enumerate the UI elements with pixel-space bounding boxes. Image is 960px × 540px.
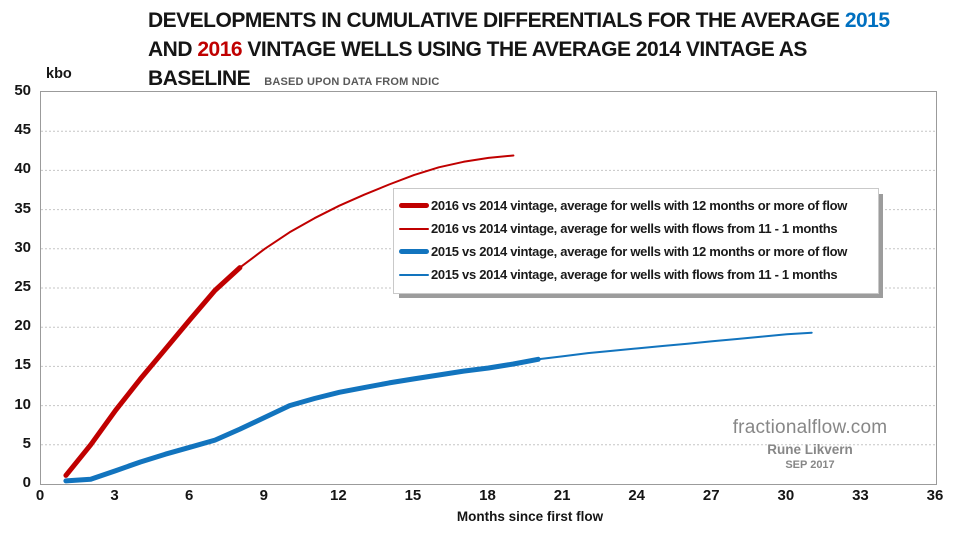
y-tick-label: 5: [22, 434, 31, 452]
x-tick-label: 12: [329, 487, 347, 504]
legend-box: 2016 vs 2014 vintage, average for wells …: [393, 188, 879, 294]
legend-item-2015-thin: 2015 vs 2014 vintage, average for wells …: [394, 263, 878, 286]
x-axis-title: Months since first flow: [456, 509, 604, 524]
line-chart: [41, 130, 936, 484]
legend-item-2016-thin: 2016 vs 2014 vintage, average for wells …: [394, 217, 878, 240]
legend-item-2015-thick: 2015 vs 2014 vintage, average for wells …: [394, 240, 878, 263]
x-tick-label: 15: [404, 487, 422, 504]
x-tick-label: 6: [184, 487, 194, 504]
watermark-author: Rune Likvern: [767, 442, 853, 457]
y-axis: 0 5 10 15 20 25 30 35 40 45 50: [0, 0, 31, 540]
series-line-3: [537, 331, 813, 361]
y-tick-label: 40: [14, 160, 31, 178]
y-tick-label: 25: [14, 278, 31, 295]
y-tick-label: 0: [22, 474, 31, 491]
legend-item-2016-thick: 2016 vs 2014 vintage, average for wells …: [394, 194, 878, 217]
title-line-3: BASELINE BASED UPON DATA FROM NDIC: [148, 67, 440, 90]
x-tick-label: 18: [479, 487, 496, 504]
watermark-date: SEP 2017: [785, 459, 835, 471]
y-axis-unit-label: kbo: [46, 66, 72, 82]
series-line-2: [63, 356, 541, 484]
x-tick-label: 0: [35, 487, 45, 504]
title-line-1: DEVELOPMENTS IN CUMULATIVE DIFFERENTIALS…: [148, 9, 890, 32]
y-tick-label: 10: [14, 395, 31, 413]
x-tick-label: 3: [110, 487, 119, 504]
legend-line-blue-thin: [399, 273, 429, 276]
legend-line-blue-thick: [399, 249, 429, 254]
legend-label: 2015 vs 2014 vintage, average for wells …: [431, 267, 838, 282]
y-tick-label: 50: [14, 82, 31, 99]
y-tick-label: 30: [14, 238, 31, 256]
x-tick-label: 21: [553, 487, 571, 504]
chart-subtitle: BASED UPON DATA FROM NDIC: [264, 76, 440, 88]
x-tick-label: 36: [926, 487, 944, 504]
x-tick-label: 33: [852, 487, 869, 504]
y-tick-label: 45: [14, 121, 31, 139]
title-year-2015: 2015: [844, 9, 890, 32]
y-tick-label: 15: [14, 356, 31, 374]
legend-label: 2016 vs 2014 vintage, average for wells …: [431, 198, 848, 213]
x-axis: 0 3 6 9 12 15 18 21 24 27 30 33 36: [0, 488, 960, 508]
x-tick-label: 27: [702, 487, 720, 504]
watermark: fractionalflow.com Rune Likvern SEP 2017: [695, 417, 925, 471]
x-tick-label: 24: [628, 487, 645, 504]
title-line-2: AND 2016 VINTAGE WELLS USING THE AVERAGE…: [148, 38, 807, 61]
legend-line-red-thin: [399, 227, 429, 230]
series-line-1: [238, 154, 515, 269]
legend-line-red-thick: [399, 203, 429, 208]
x-tick-label: 30: [777, 487, 795, 504]
series-line-0: [63, 265, 243, 478]
y-tick-label: 20: [14, 317, 31, 335]
chart-title: DEVELOPMENTS IN CUMULATIVE DIFFERENTIALS…: [148, 6, 928, 97]
title-year-2016: 2016: [197, 38, 243, 61]
y-tick-label: 35: [14, 199, 31, 217]
legend-label: 2016 vs 2014 vintage, average for wells …: [431, 221, 838, 236]
x-tick-label: 9: [259, 487, 268, 504]
legend-label: 2015 vs 2014 vintage, average for wells …: [431, 244, 848, 259]
watermark-site: fractionalflow.com: [732, 417, 888, 438]
